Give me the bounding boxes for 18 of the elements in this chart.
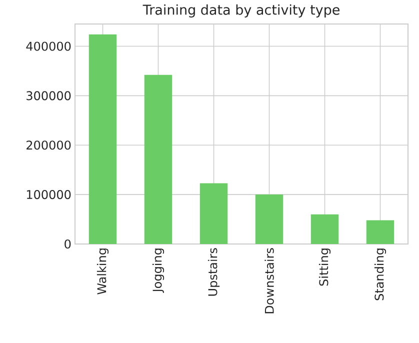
y-tick-label: 300000	[26, 91, 71, 100]
x-tick-label: Downstairs	[264, 248, 274, 314]
y-tick-label: 200000	[26, 140, 71, 150]
x-tick-label: Jogging	[152, 248, 164, 293]
bar	[310, 214, 339, 244]
x-tick-label: Sitting	[318, 248, 331, 286]
y-tick-label: 400000	[26, 42, 71, 51]
bar	[88, 34, 117, 244]
y-tick-label: 100000	[26, 190, 71, 200]
bar	[366, 220, 394, 244]
bar	[200, 183, 228, 244]
x-tick-label: Walking	[96, 248, 109, 294]
chart-title: Training data by activity type	[142, 4, 340, 18]
x-tick-label: Standing	[374, 248, 386, 300]
y-tick-label: 0	[64, 239, 71, 249]
x-tick-label: Upstairs	[208, 248, 220, 296]
bar	[144, 74, 172, 244]
bar	[255, 194, 284, 244]
